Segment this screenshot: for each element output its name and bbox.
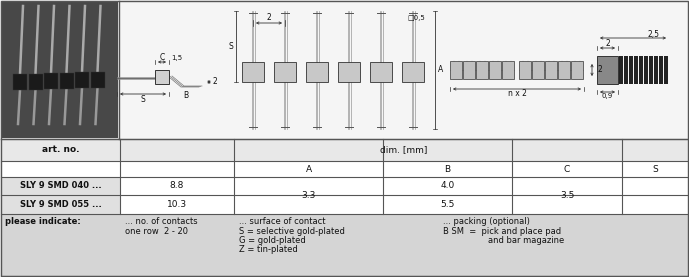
Text: 2,5: 2,5 — [647, 29, 659, 39]
Bar — [502, 61, 514, 79]
Bar — [1, 195, 120, 214]
Text: 0,9: 0,9 — [602, 93, 613, 99]
Bar — [242, 62, 264, 82]
Text: one row  2 - 20: one row 2 - 20 — [125, 227, 188, 235]
Bar — [476, 61, 488, 79]
Bar — [597, 56, 618, 84]
Bar — [619, 56, 623, 84]
Text: SLY 9 SMD 055 ...: SLY 9 SMD 055 ... — [19, 200, 101, 209]
Text: ... no. of contacts: ... no. of contacts — [125, 217, 198, 226]
Text: S: S — [652, 165, 658, 173]
Bar — [59, 73, 74, 88]
Text: B SM  =  pick and place pad: B SM = pick and place pad — [443, 227, 561, 235]
Text: 5.5: 5.5 — [440, 200, 455, 209]
Text: B: B — [444, 165, 451, 173]
Text: art. no.: art. no. — [42, 145, 79, 155]
Bar — [571, 61, 583, 79]
Bar — [1, 214, 688, 276]
Bar — [306, 62, 328, 82]
Bar — [489, 61, 501, 79]
Text: 10.3: 10.3 — [167, 200, 187, 209]
Text: 2: 2 — [213, 78, 217, 86]
Bar — [532, 61, 544, 79]
Bar — [629, 56, 633, 84]
Bar — [649, 56, 653, 84]
Text: 2: 2 — [605, 40, 610, 48]
Bar — [1, 161, 688, 177]
Text: ... surface of contact: ... surface of contact — [239, 217, 325, 226]
Text: □0,5: □0,5 — [407, 15, 425, 21]
Bar — [664, 56, 668, 84]
Bar — [659, 56, 663, 84]
Bar — [1, 195, 688, 214]
Text: please indicate:: please indicate: — [5, 217, 81, 226]
Text: A: A — [438, 65, 444, 75]
Text: A: A — [305, 165, 311, 173]
Text: 4.0: 4.0 — [440, 181, 455, 191]
Text: SLY 9 SMD 040 ...: SLY 9 SMD 040 ... — [20, 181, 101, 191]
Text: dim. [mm]: dim. [mm] — [380, 145, 428, 155]
Bar — [119, 1, 687, 139]
Text: n x 2: n x 2 — [508, 89, 526, 99]
Bar — [155, 70, 169, 84]
Bar — [545, 61, 557, 79]
Bar — [274, 62, 296, 82]
Bar — [402, 62, 424, 82]
Text: C: C — [564, 165, 570, 173]
Text: ... packing (optional): ... packing (optional) — [443, 217, 530, 226]
Bar — [44, 73, 58, 89]
Bar — [450, 61, 462, 79]
Bar — [644, 56, 648, 84]
Text: 2: 2 — [597, 65, 601, 75]
Text: 3.3: 3.3 — [301, 191, 316, 200]
Bar — [634, 56, 638, 84]
Bar — [519, 61, 531, 79]
Bar — [1, 177, 120, 195]
Text: 8.8: 8.8 — [169, 181, 184, 191]
Text: B: B — [183, 91, 189, 99]
Text: Z = tin-plated: Z = tin-plated — [239, 245, 298, 255]
Text: G = gold-plated: G = gold-plated — [239, 236, 306, 245]
Bar — [654, 56, 658, 84]
Bar — [639, 56, 643, 84]
Bar — [1, 177, 688, 195]
Text: S = selective gold-plated: S = selective gold-plated — [239, 227, 345, 235]
Bar — [75, 72, 89, 88]
Text: and bar magazine: and bar magazine — [488, 236, 564, 245]
Bar — [13, 74, 27, 90]
Bar — [338, 62, 360, 82]
Bar — [28, 73, 43, 89]
Bar — [1, 1, 119, 139]
Text: S: S — [229, 42, 234, 51]
Text: 1,5: 1,5 — [172, 55, 183, 61]
Bar — [370, 62, 392, 82]
Bar — [463, 61, 475, 79]
Text: S: S — [141, 94, 145, 104]
Bar — [90, 71, 105, 88]
Bar — [1, 139, 688, 161]
Text: 3.5: 3.5 — [559, 191, 574, 200]
Bar — [558, 61, 570, 79]
Text: 2: 2 — [267, 14, 271, 22]
Bar — [624, 56, 628, 84]
Bar — [2, 2, 118, 138]
Text: C: C — [159, 53, 165, 63]
